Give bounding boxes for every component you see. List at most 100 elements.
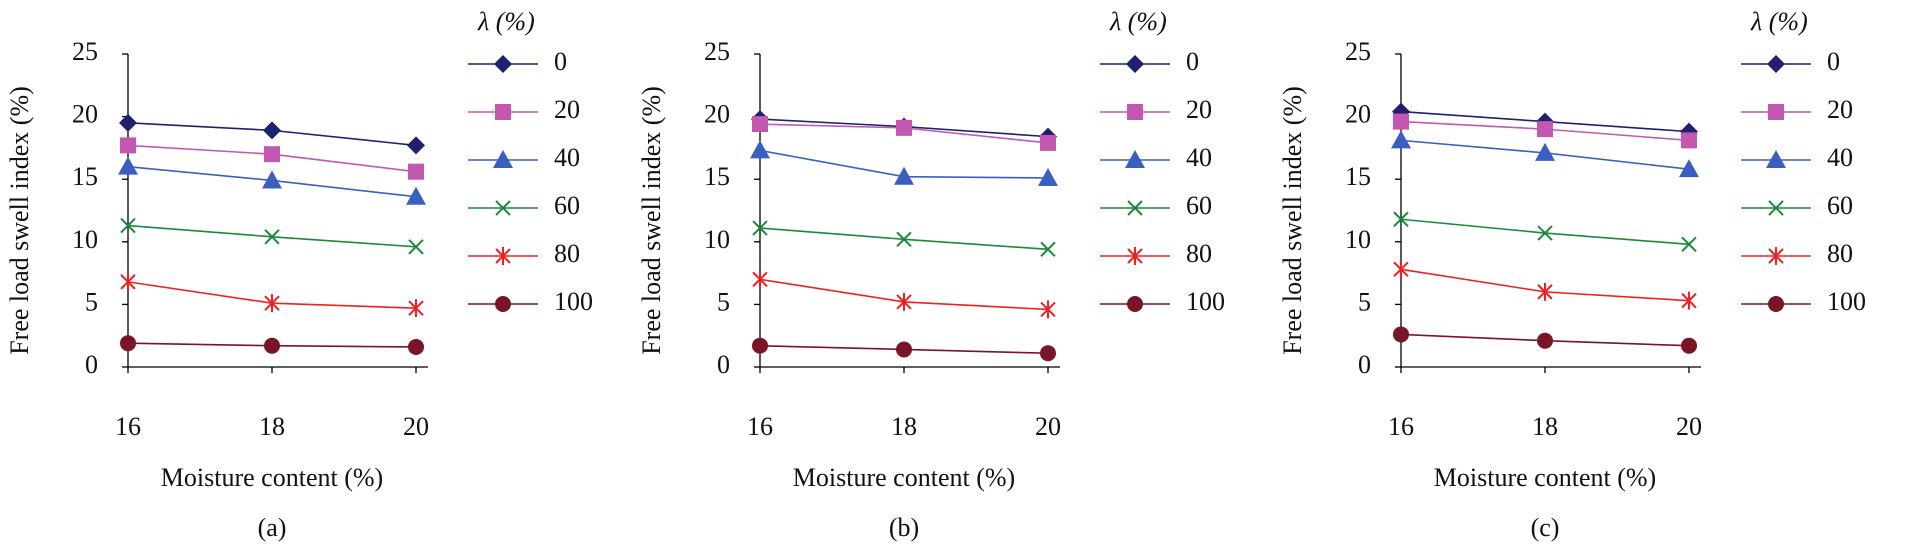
marker xyxy=(1768,247,1784,265)
marker xyxy=(263,121,281,140)
y-tick-label: 10 xyxy=(704,225,730,254)
marker xyxy=(1535,142,1555,161)
marker xyxy=(1040,134,1056,151)
legend-label: 60 xyxy=(1186,191,1212,220)
y-tick-label: 25 xyxy=(1345,37,1371,66)
panel: 0 5 10 15 20 25 16 18 20 Moisture content (%) Free… xyxy=(1278,7,1866,542)
marker xyxy=(120,217,136,234)
marker xyxy=(1393,326,1409,343)
x-tick-label: 20 xyxy=(1035,412,1061,441)
marker xyxy=(896,292,912,311)
marker xyxy=(752,337,768,354)
legend-label: 40 xyxy=(554,143,580,172)
marker xyxy=(896,341,912,358)
y-tick-label: 20 xyxy=(704,100,730,129)
x-tick-label: 20 xyxy=(1676,412,1702,441)
caption: (b) xyxy=(889,513,919,542)
y-tick-label: 0 xyxy=(85,350,98,379)
y-tick-label: 0 xyxy=(717,350,730,379)
marker xyxy=(894,166,914,185)
marker xyxy=(1393,211,1409,227)
marker xyxy=(1391,130,1411,149)
legend-label: 80 xyxy=(554,239,580,268)
legend-title: λ (%) xyxy=(1750,7,1808,36)
panel: 0 5 10 15 20 25 16 18 20 Moisture content (%) Free… xyxy=(637,7,1225,542)
marker xyxy=(1393,113,1409,130)
legend-label: 60 xyxy=(554,191,580,220)
legend-label: 40 xyxy=(1186,143,1212,172)
marker xyxy=(408,239,424,255)
marker xyxy=(406,186,426,205)
y-tick-label: 5 xyxy=(1358,287,1371,316)
legend-label: 40 xyxy=(1827,143,1853,172)
marker xyxy=(118,156,138,175)
marker xyxy=(119,113,137,132)
marker xyxy=(1768,200,1784,216)
marker xyxy=(495,104,511,120)
legend-label: 80 xyxy=(1186,239,1212,268)
marker xyxy=(262,170,282,189)
marker xyxy=(264,337,280,354)
legend-label: 80 xyxy=(1827,239,1853,268)
marker xyxy=(264,294,280,313)
x-tick-label: 18 xyxy=(1532,412,1558,441)
marker xyxy=(1767,55,1785,73)
marker xyxy=(120,335,136,352)
legend-label: 100 xyxy=(1827,287,1866,316)
marker xyxy=(264,146,280,163)
marker xyxy=(120,272,136,291)
y-tick-label: 5 xyxy=(717,287,730,316)
marker xyxy=(1126,55,1144,73)
legend-label: 0 xyxy=(554,47,567,76)
marker xyxy=(752,220,768,236)
marker xyxy=(1681,132,1697,149)
legend-label: 100 xyxy=(554,287,593,316)
y-tick-label: 15 xyxy=(72,162,98,191)
marker xyxy=(120,137,136,154)
marker xyxy=(1537,121,1553,138)
marker xyxy=(1768,296,1784,312)
marker xyxy=(495,296,511,312)
marker xyxy=(1537,225,1553,241)
marker xyxy=(264,229,280,245)
marker xyxy=(1127,247,1143,265)
marker xyxy=(1040,241,1056,258)
x-tick-label: 16 xyxy=(747,412,773,441)
y-axis-label: Free load swell index (%) xyxy=(5,86,34,355)
marker xyxy=(1038,167,1058,186)
marker xyxy=(1127,296,1143,312)
caption: (c) xyxy=(1531,513,1560,542)
legend-label: 60 xyxy=(1827,191,1853,220)
marker xyxy=(408,299,424,318)
marker xyxy=(494,55,512,73)
marker xyxy=(1040,345,1056,362)
panel: 0 5 10 15 20 25 16 18 20 Moisture content (%) Free… xyxy=(5,7,593,542)
marker xyxy=(408,163,424,180)
x-tick-label: 20 xyxy=(403,412,429,441)
y-tick-label: 15 xyxy=(1345,162,1371,191)
marker xyxy=(1125,150,1145,168)
legend-label: 20 xyxy=(1186,95,1212,124)
x-axis-label: Moisture content (%) xyxy=(1434,463,1656,492)
marker xyxy=(1127,200,1143,216)
x-tick-label: 16 xyxy=(115,412,141,441)
marker xyxy=(407,136,425,155)
x-axis-label: Moisture content (%) xyxy=(161,463,383,492)
y-tick-label: 25 xyxy=(72,37,98,66)
axis xyxy=(1400,54,1701,368)
marker xyxy=(1537,332,1553,349)
marker xyxy=(1768,104,1784,120)
marker xyxy=(1766,150,1786,168)
x-tick-label: 16 xyxy=(1388,412,1414,441)
x-tick-label: 18 xyxy=(259,412,285,441)
y-tick-label: 5 xyxy=(85,287,98,316)
x-axis-label: Moisture content (%) xyxy=(793,463,1015,492)
marker xyxy=(495,200,511,216)
marker xyxy=(1681,337,1697,354)
legend-label: 0 xyxy=(1186,47,1199,76)
axis xyxy=(127,54,428,368)
y-tick-label: 20 xyxy=(1345,100,1371,129)
legend-label: 20 xyxy=(1827,95,1853,124)
y-tick-label: 10 xyxy=(1345,225,1371,254)
